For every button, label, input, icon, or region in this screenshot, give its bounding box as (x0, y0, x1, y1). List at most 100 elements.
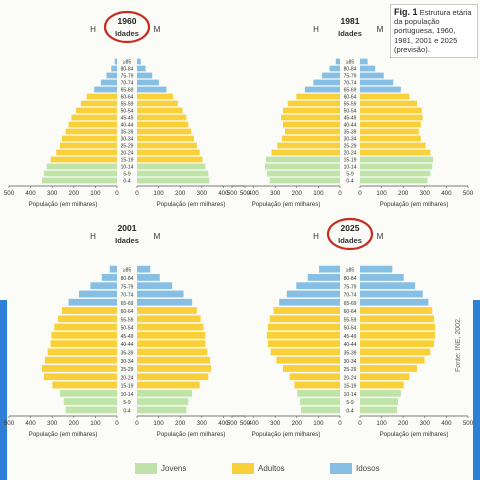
x-tick-label-left: 300 (270, 420, 281, 427)
x-tick-label-right: 200 (175, 420, 186, 427)
x-tick-label-right: 500 (240, 420, 251, 427)
bar-female-5-9 (137, 170, 209, 177)
bar-male-80-84 (329, 65, 340, 72)
age-label-10-14: 10-14 (121, 392, 134, 398)
figure-label: Fig. 1 (394, 7, 418, 17)
pyramid-year-label: 1981 (341, 16, 360, 26)
age-label-70-74: 70-74 (344, 293, 357, 299)
bar-male-60-64 (296, 93, 340, 100)
bar-male-35-39 (284, 128, 340, 135)
bar-male-20-24 (56, 149, 117, 156)
bar-female-50-54 (360, 323, 436, 331)
age-label-15-19: 15-19 (121, 384, 134, 390)
x-tick-label-left: 100 (90, 190, 101, 197)
bar-male-25-29 (277, 142, 340, 149)
age-label-80-84: 80-84 (121, 67, 134, 73)
age-label-25-29: 25-29 (121, 367, 134, 373)
bar-male-0-4 (41, 177, 118, 184)
pyramid-ages-title: Idades (338, 29, 362, 38)
x-tick-label-right: 300 (197, 420, 208, 427)
age-label-70-74: 70-74 (121, 293, 134, 299)
bar-female-70-74 (137, 79, 159, 86)
age-label-40-44: 40-44 (344, 123, 357, 129)
bar-male-70-74 (79, 290, 117, 298)
legend-label-adultos: Adultos (258, 464, 285, 473)
bar-female-80-84 (137, 274, 160, 281)
bar-female-45-49 (137, 114, 187, 121)
age-label-75-79: 75-79 (344, 74, 357, 80)
age-label-35-39: 35-39 (344, 351, 357, 357)
age-label-45-49: 45-49 (344, 116, 357, 122)
x-tick-label-left: 400 (25, 420, 36, 427)
bar-male-75-79 (296, 282, 340, 290)
legend-swatch-idosos (330, 463, 352, 474)
age-label-40-44: 40-44 (121, 123, 134, 129)
x-tick-label-left: 400 (25, 190, 36, 197)
age-label-25-29: 25-29 (344, 144, 357, 150)
x-tick-label-left: 500 (227, 190, 238, 197)
bar-male-5-9 (266, 170, 340, 177)
bar-male-55-59 (58, 315, 117, 323)
bar-male-35-39 (270, 348, 340, 356)
bar-male-65-69 (279, 298, 340, 306)
x-tick-label-left: 400 (248, 420, 259, 427)
age-label-75-79: 75-79 (344, 284, 357, 290)
age-label-40-44: 40-44 (344, 342, 357, 348)
bar-female-40-44 (360, 340, 435, 348)
age-label-80-84: 80-84 (344, 276, 357, 282)
bar-female-80-84 (360, 274, 404, 281)
bar-female-35-39 (137, 128, 192, 135)
bar-female-20-24 (137, 373, 209, 381)
x-tick-label-left: 300 (47, 420, 58, 427)
x-tick-label-left: 100 (313, 420, 324, 427)
bar-female-5-9 (360, 170, 431, 177)
age-label-40-44: 40-44 (121, 342, 134, 348)
bar-male-60-64 (273, 307, 340, 314)
x-tick-label-left: 500 (4, 420, 15, 427)
bar-male-50-54 (76, 107, 117, 114)
bar-female-15-19 (360, 381, 404, 389)
x-tick-label-left: 300 (47, 190, 58, 197)
bar-male-35-39 (47, 348, 117, 356)
bar-female-≥85 (360, 58, 368, 65)
age-label-50-54: 50-54 (344, 326, 357, 332)
x-tick-label-right: 0 (135, 190, 139, 197)
age-label-60-64: 60-64 (121, 309, 134, 315)
pyramid-male-label: H (313, 25, 319, 34)
left-edge-bar (0, 300, 7, 480)
age-label-65-69: 65-69 (121, 301, 134, 307)
bar-male-40-44 (267, 340, 340, 348)
bar-male-40-44 (283, 121, 340, 128)
bar-female-30-34 (360, 135, 421, 142)
x-tick-label-left: 200 (292, 420, 303, 427)
bar-female-25-29 (360, 142, 426, 149)
bar-male-65-69 (304, 86, 340, 93)
x-tick-label-right: 400 (218, 190, 229, 197)
bar-female-10-14 (360, 163, 433, 170)
bar-female-25-29 (137, 365, 212, 372)
x-tick-label-right: 100 (153, 420, 164, 427)
x-axis-title-left: População (em milhares) (252, 431, 321, 438)
bar-male-10-14 (264, 163, 340, 170)
x-tick-label-right: 500 (463, 190, 474, 197)
bar-male-70-74 (286, 290, 340, 298)
bar-male-≥85 (319, 265, 340, 273)
bar-male-45-49 (281, 114, 340, 121)
bar-male-15-19 (50, 156, 117, 163)
age-label-65-69: 65-69 (344, 301, 357, 307)
legend-label-idosos: Idosos (356, 464, 380, 473)
bar-male-5-9 (43, 170, 117, 177)
figure-caption: Fig. 1 Estrutura etária da população por… (390, 4, 478, 59)
bar-male-10-14 (297, 389, 340, 397)
age-label-≥85: ≥85 (123, 268, 132, 274)
age-label-10-14: 10-14 (344, 165, 357, 171)
bar-female-75-79 (137, 72, 153, 79)
bar-female-10-14 (360, 389, 401, 397)
bar-female-≥85 (137, 58, 141, 65)
bar-female-30-34 (137, 356, 211, 364)
bar-female-20-24 (137, 149, 200, 156)
x-tick-label-right: 400 (441, 190, 452, 197)
figure-caption-text: Estrutura etária da população portuguesa… (394, 8, 472, 54)
bar-male-80-84 (111, 65, 117, 72)
